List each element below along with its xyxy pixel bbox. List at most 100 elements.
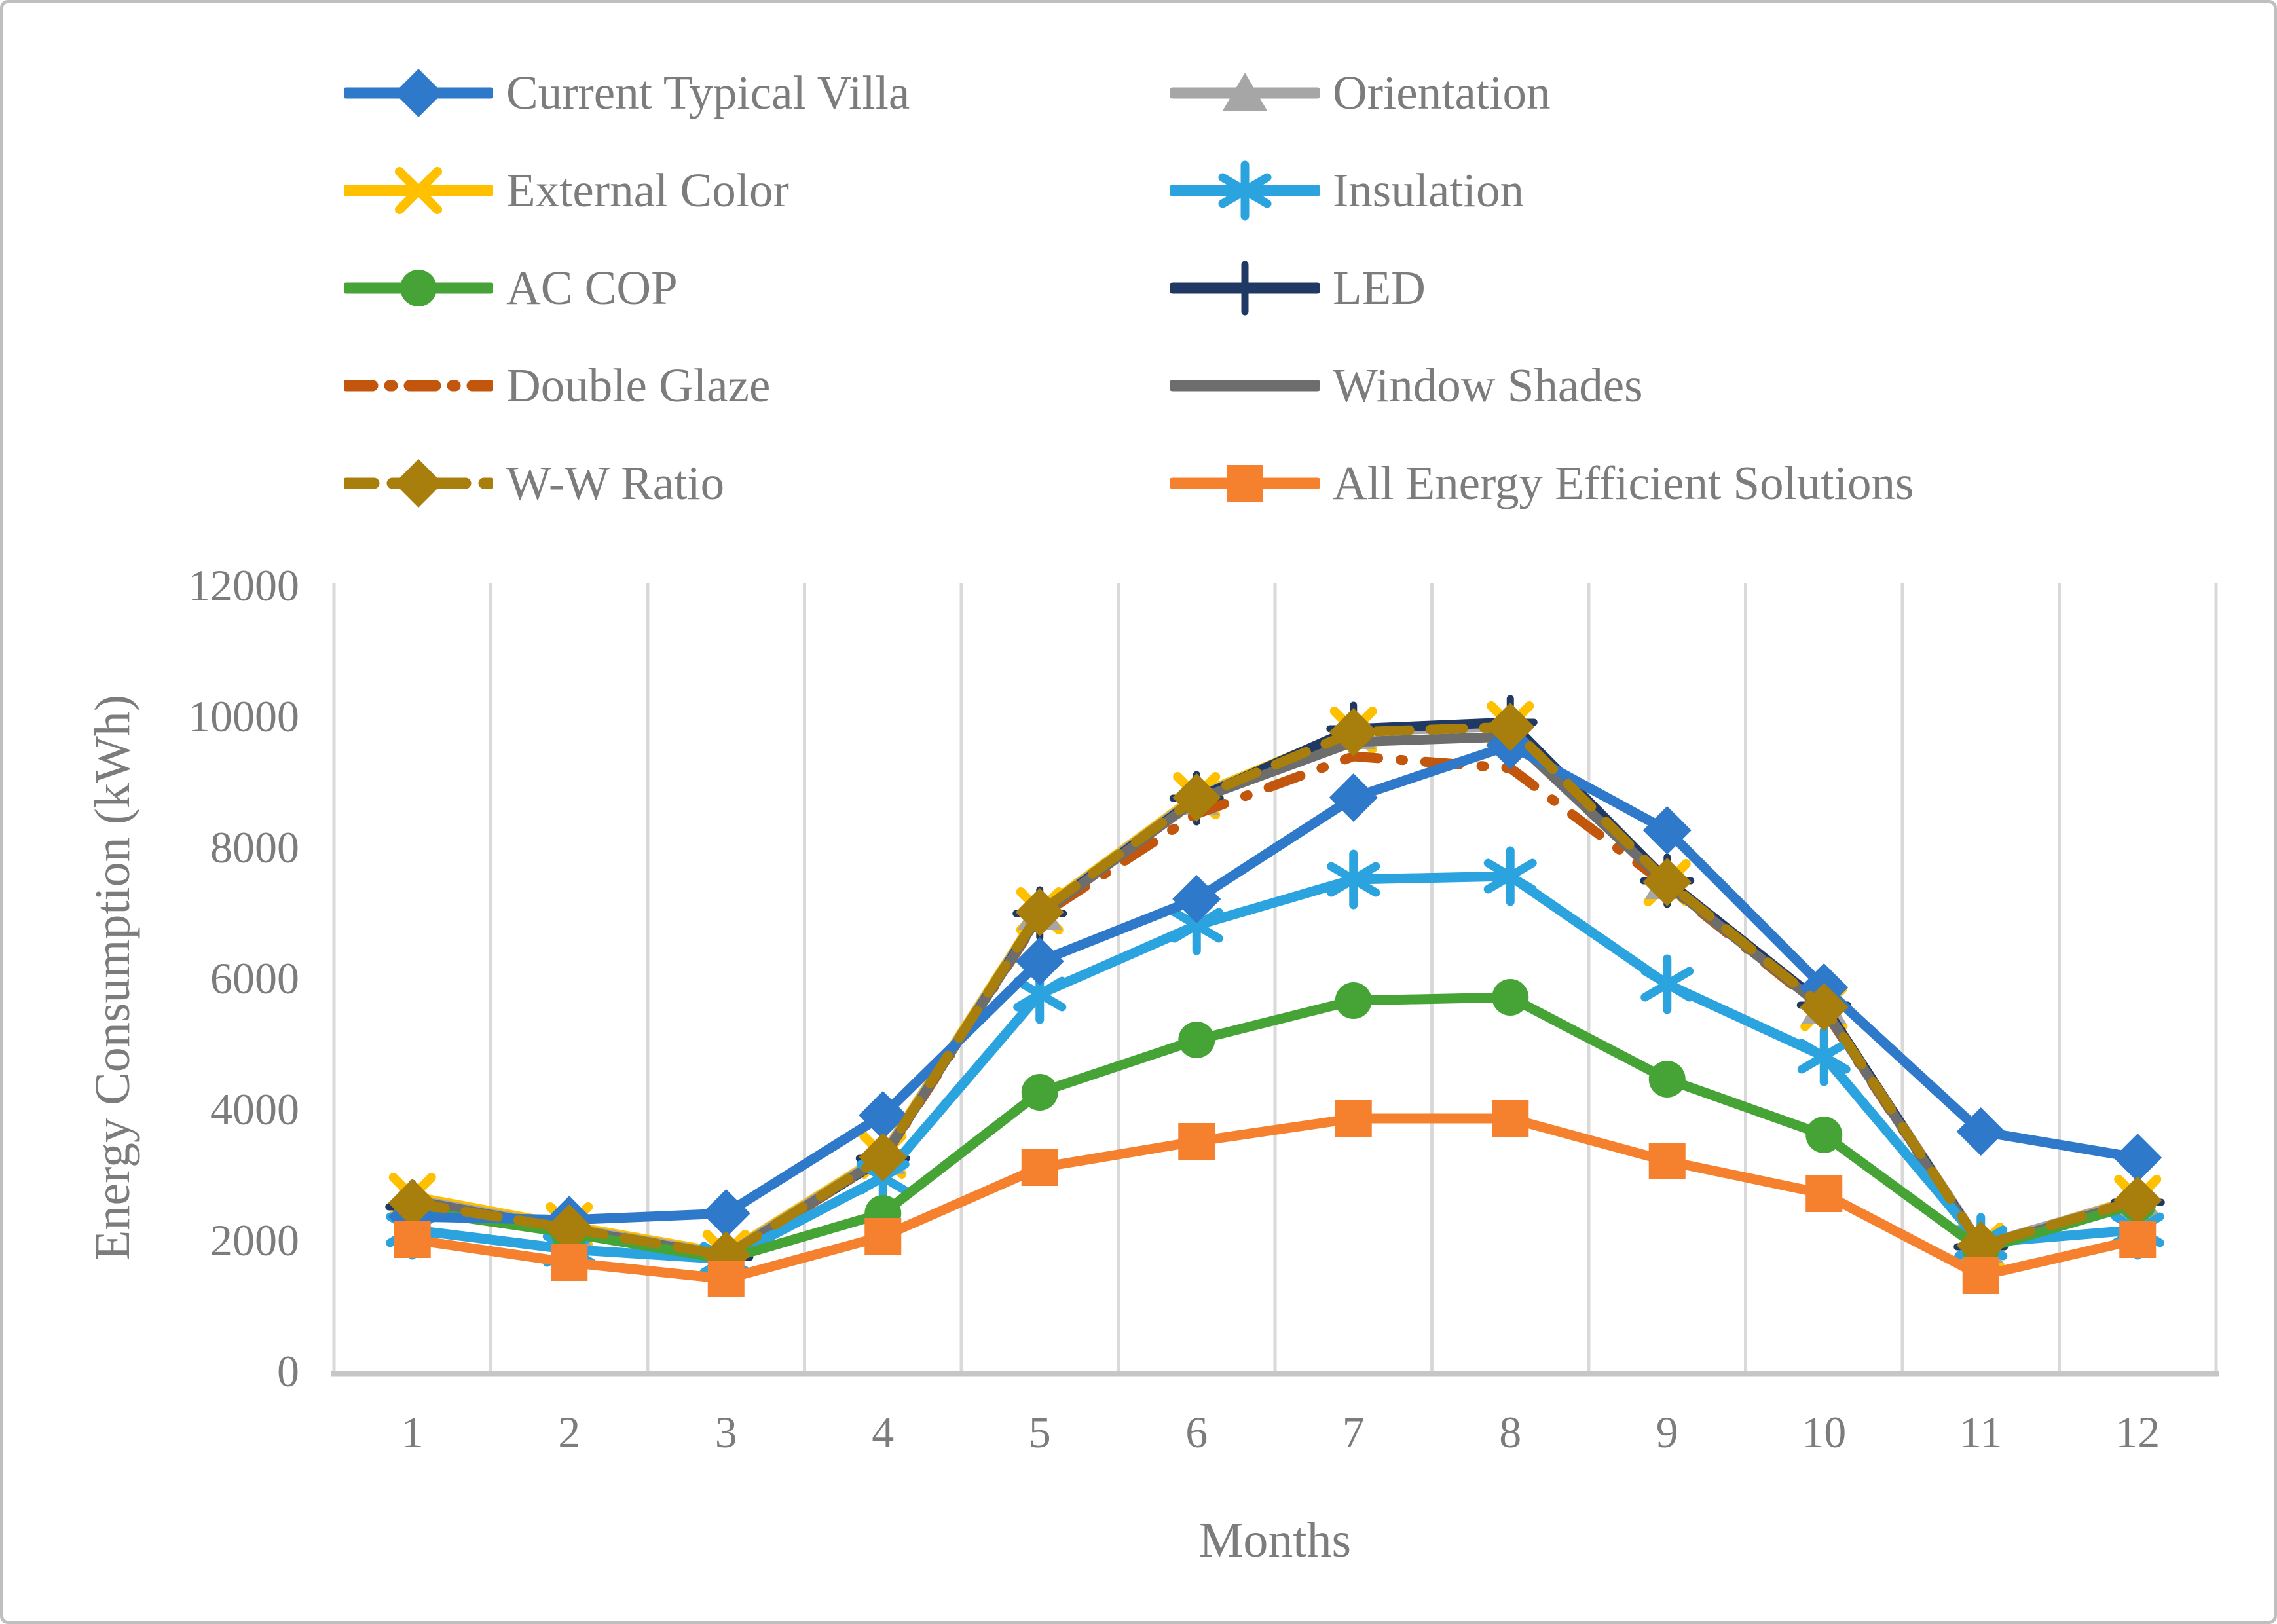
marker-asterisk [1483,858,1537,894]
x-tick-label: 2 [558,1407,580,1457]
circle-line-icon [344,269,493,306]
x-tick-label: 1 [401,1407,424,1457]
marker-square [2119,1221,2157,1258]
series-line [407,740,2143,1225]
marker-circle [1178,1022,1215,1058]
x-tick-label: 12 [2115,1407,2160,1457]
legend-item-window-shades: Window Shades [1170,337,1914,434]
x-tick-label: 6 [1185,1407,1208,1457]
marker-diamond [388,1179,437,1227]
legend-item-double-glaze: Double Glaze [344,337,1170,434]
legend-label: Window Shades [1333,358,1643,412]
y-tick-label: 10000 [188,692,299,741]
x-tick-label: 4 [872,1407,894,1457]
marker-circle [1021,1074,1058,1111]
legend-label: Double Glaze [506,358,771,412]
legend-label: External Color [506,163,789,217]
gridlines [331,583,2219,1377]
legend-label: All Energy Efficient Solutions [1333,456,1914,509]
x-axis-title: Months [1199,1513,1351,1568]
marker-diamond [1015,888,1064,936]
line-sample-icon [1170,380,1320,391]
marker-square [394,1221,431,1258]
legend-item-orientation: Orientation [1170,44,1914,141]
line-sample-icon [344,380,493,391]
x-axis-labels: 1 2 3 4 5 6 7 8 9 10 11 12 [401,1407,2160,1457]
marker-asterisk [1640,967,1694,1002]
marker-diamond [1956,1107,2005,1156]
legend-label: W-W Ratio [506,456,725,509]
marker-diamond [1172,875,1221,923]
series-layer [385,695,2165,1297]
legend-item-external-color: External Color [344,141,1170,239]
marker-diamond [1642,858,1692,906]
legend-label: AC COP [506,261,678,314]
legend-label: LED [1333,261,1426,314]
legend-item-led: LED [1170,239,1914,337]
marker-circle [400,269,437,306]
legend-item-all-energy-efficient-solutions: All Energy Efficient Solutions [1170,434,1914,532]
marker-diamond [1015,937,1064,986]
marker-asterisk [1327,862,1380,897]
series-line [407,751,2143,1262]
marker-diamond [701,1189,750,1238]
marker-diamond [2113,1134,2162,1182]
y-tick-label: 0 [277,1346,299,1396]
marker-asterisk [1797,1039,1851,1074]
legend-item-w-w-ratio: W-W Ratio [344,434,1170,532]
x-tick-label: 3 [715,1407,737,1457]
diamond-line-icon [344,458,493,507]
marker-square [1648,1143,1686,1179]
chart-legend: Current Typical Villa Orientation External… [344,44,1914,532]
marker-circle [1648,1061,1686,1098]
marker-diamond [394,68,443,117]
marker-square [707,1261,745,1297]
legend-label: Current Typical Villa [506,65,910,119]
marker-asterisk [1218,173,1272,208]
series-double-glaze [407,751,2143,1262]
y-tick-label: 4000 [210,1084,299,1134]
legend-label: Insulation [1333,163,1524,217]
marker-square [1021,1149,1058,1186]
series-line [407,1113,2143,1284]
diamond-line-icon [344,68,493,117]
x-tick-label: 11 [1959,1407,2002,1457]
marker-asterisk [1170,908,1223,943]
legend-item-current-typical-villa: Current Typical Villa [344,44,1170,141]
marker-square [864,1218,902,1255]
marker-x [395,166,442,214]
legend-item-ac-cop: AC COP [344,239,1170,337]
plus-line-icon [1170,261,1320,315]
marker-diamond [1329,708,1378,756]
marker-diamond [1800,983,1849,1031]
marker-diamond [1486,703,1535,751]
marker-diamond [545,1204,594,1253]
series-all-energy-efficient-solutions [394,1100,2157,1297]
triangle-line-icon [1170,72,1320,111]
marker-diamond [859,1091,908,1139]
y-tick-label: 6000 [210,953,299,1003]
marker-square [1178,1123,1215,1160]
x-tick-label: 8 [1499,1407,1521,1457]
asterisk-line-icon [1170,160,1320,220]
marker-square [1335,1100,1372,1137]
y-tick-label: 12000 [188,561,299,610]
y-axis-labels: 0 2000 4000 6000 8000 10000 12000 [188,561,299,1396]
marker-triangle [1223,72,1267,111]
marker-square [1227,464,1263,502]
marker-square [1805,1175,1843,1212]
marker-circle [1492,979,1529,1016]
marker-diamond [394,458,443,507]
marker-circle [1805,1116,1843,1153]
marker-square [1492,1100,1529,1137]
marker-diamond [1642,806,1692,855]
marker-asterisk [1013,976,1067,1012]
marker-diamond [1172,773,1221,822]
y-tick-label: 8000 [210,822,299,872]
x-line-icon [344,166,493,214]
marker-circle [1335,982,1372,1019]
x-tick-label: 10 [1802,1407,1846,1457]
legend-label: Orientation [1333,65,1551,119]
